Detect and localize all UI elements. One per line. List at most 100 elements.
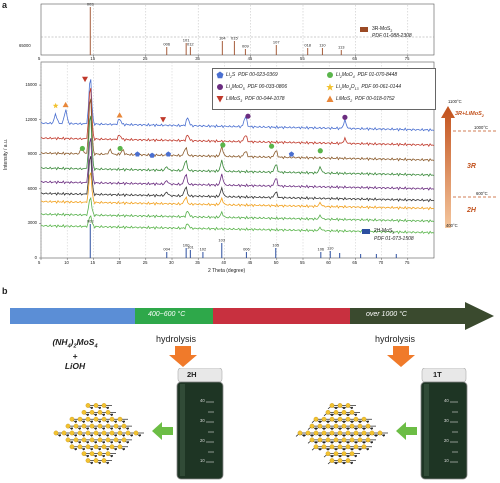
molybdenum-atom: [371, 427, 373, 430]
lattice-2h-structure: [53, 403, 144, 465]
sulfur-atom: [321, 416, 327, 422]
molybdenum-atom: [103, 441, 105, 444]
top-x-tick: 65: [352, 56, 358, 61]
molybdenum-atom: [79, 441, 81, 444]
main-x-tick: 5: [38, 260, 41, 265]
sulfur-atom: [313, 430, 319, 436]
main-y-tick: 15000: [25, 82, 37, 88]
main-ylabel: Intensity / a.u.: [3, 138, 9, 170]
top-x-tick: 75: [404, 56, 410, 61]
legend-pentagon-icon: [216, 71, 224, 79]
molybdenum-atom: [351, 461, 353, 464]
vial-1t-scale-40: 40: [444, 398, 449, 403]
bottom-peak-label: 105: [272, 243, 279, 248]
vial-2h-label: 2H: [187, 370, 197, 379]
sulfur-atom: [117, 430, 123, 436]
sulfur-atom: [73, 437, 79, 443]
phase-marker: [245, 113, 251, 119]
molybdenum-atom: [91, 406, 93, 409]
legend-circle-icon: [217, 84, 223, 90]
molybdenum-atom: [103, 427, 105, 430]
arrow-seg-red: [213, 308, 350, 324]
molybdenum-atom: [99, 406, 101, 409]
arrow-label-low-temp: 400~600 °C: [148, 311, 186, 318]
sulfur-atom: [325, 410, 331, 415]
sulfur-atom: [329, 458, 335, 463]
bottom-peak-label: 101: [187, 245, 194, 250]
legend-entry: LiMoS3 PDF 00-044-1078: [226, 95, 285, 103]
molybdenum-atom: [87, 454, 89, 457]
sulfur-atom: [73, 423, 79, 429]
panel-label-b: b: [2, 286, 8, 296]
phase-marker: [134, 151, 141, 157]
phase-legend: [212, 68, 436, 110]
sulfur-atom: [321, 430, 327, 436]
top-x-tick: 45: [247, 56, 253, 61]
sulfur-atom: [113, 423, 119, 429]
top-peak-label: 110: [319, 43, 326, 48]
sulfur-atom: [77, 444, 83, 450]
bottom-peak-label: 106: [317, 247, 324, 252]
molybdenum-atom: [111, 454, 113, 457]
sulfur-atom: [317, 423, 323, 429]
sulfur-atom: [313, 416, 319, 422]
sulfur-atom: [97, 423, 103, 429]
sulfur-atom: [85, 416, 91, 422]
sulfur-atom: [337, 403, 343, 408]
sulfur-atom: [297, 430, 303, 436]
sulfur-atom: [121, 423, 127, 429]
sulfur-atom: [65, 423, 71, 429]
sulfur-atom: [309, 437, 315, 443]
main-y-tick: 12000: [25, 116, 37, 122]
sulfur-atom: [93, 458, 99, 463]
xrd-curve: [40, 172, 435, 211]
main-x-tick: 55: [300, 260, 305, 265]
molybdenum-atom: [99, 420, 101, 423]
molybdenum-atom: [107, 448, 109, 450]
phase-marker: [116, 112, 123, 118]
arrow-seg-green: [135, 308, 213, 324]
main-x-tick: 35: [195, 260, 200, 265]
top-x-tick: 55: [300, 56, 305, 61]
legend-entry: Li4MoO5 PDF 00-033-0806: [226, 83, 288, 91]
sulfur-atom: [337, 444, 343, 450]
molybdenum-atom: [79, 427, 81, 430]
vial-1t-scale-30: 30: [444, 418, 449, 423]
sulfur-atom: [325, 423, 331, 429]
sulfur-atom: [121, 437, 127, 443]
main-x-tick: 15: [90, 260, 96, 265]
top-legend-swatch: [360, 27, 368, 32]
sulfur-atom: [341, 437, 347, 443]
main-x-tick: 30: [169, 260, 174, 265]
top-peak-label: 104: [219, 36, 226, 41]
bottom-peak-label: 002: [87, 219, 94, 224]
top-peak-label: 101: [183, 38, 190, 43]
molybdenum-atom: [75, 434, 77, 437]
top-x-tick: 25: [142, 56, 148, 61]
main-xlabel: 2 Theta (degree): [208, 268, 246, 274]
molybdenum-atom: [87, 413, 89, 416]
molybdenum-atom: [355, 413, 357, 416]
main-x-tick: 25: [142, 260, 148, 265]
bottom-peak-label: 103: [218, 238, 225, 243]
sulfur-atom: [317, 437, 323, 443]
molybdenum-atom: [127, 427, 129, 430]
xrd-curve: [40, 196, 435, 224]
main-x-tick: 65: [352, 260, 358, 265]
bottom-peak-label: 100: [183, 243, 190, 248]
molybdenum-atom: [119, 441, 121, 444]
legend-circle-icon: [327, 72, 333, 78]
main-y-tick: 3000: [27, 220, 37, 226]
sulfur-atom: [361, 416, 367, 422]
sulfur-atom: [97, 437, 103, 443]
sulfur-atom: [85, 430, 91, 436]
molybdenum-atom: [139, 434, 141, 437]
sulfur-atom: [341, 410, 347, 415]
vial-2h: [176, 368, 224, 480]
sulfur-atom: [345, 458, 351, 463]
molybdenum-atom: [123, 448, 125, 450]
vial-2h-scale-20: 20: [200, 438, 205, 443]
sulfur-atom: [321, 444, 327, 450]
phase-marker: [342, 114, 348, 120]
